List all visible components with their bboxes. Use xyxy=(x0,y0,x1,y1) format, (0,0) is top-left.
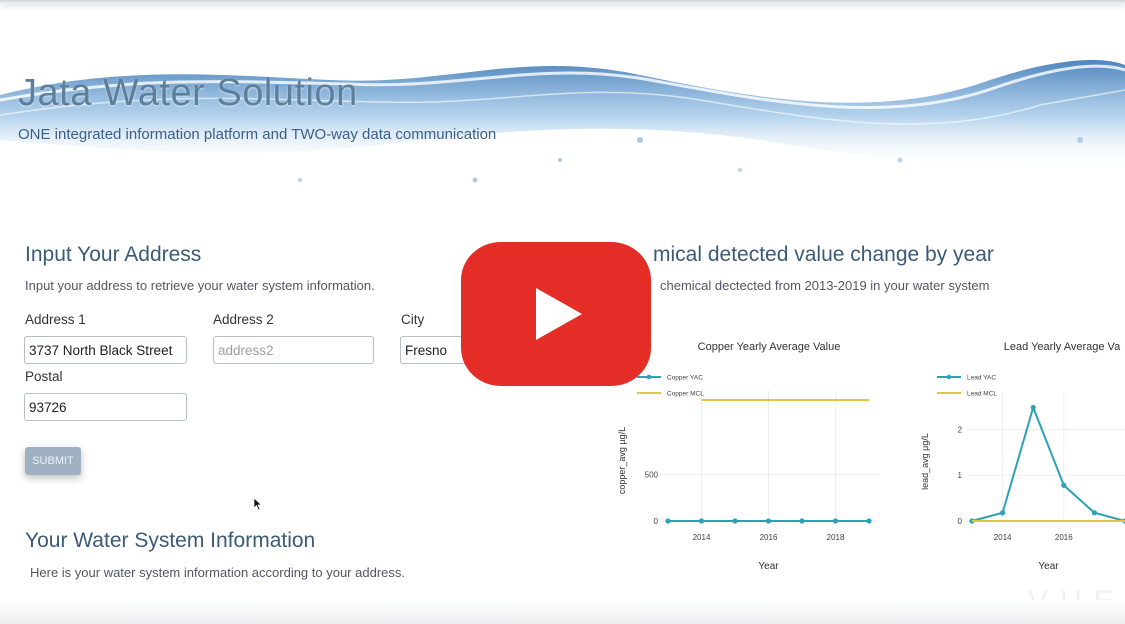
chart0-legend-label-0: Copper YAC xyxy=(667,375,703,382)
address2-label: Address 2 xyxy=(213,312,274,327)
chart1-data-point xyxy=(1030,404,1036,411)
chart0-data-point xyxy=(832,518,839,524)
water-system-heading: Your Water System Information xyxy=(25,529,316,552)
address2-input[interactable] xyxy=(213,336,374,364)
chart1-x-tick-label: 2014 xyxy=(994,533,1012,542)
chart1-x-tick-label: 2016 xyxy=(1055,533,1073,542)
chart0-x-tick-label: 2018 xyxy=(827,533,845,542)
video-play-button[interactable] xyxy=(461,242,651,386)
chart1-legend-label-1: Lead MCL xyxy=(967,391,997,398)
address1-input[interactable] xyxy=(24,336,187,364)
chart0-data-point xyxy=(732,518,738,524)
chart1-y-axis-label: lead_avg µg/L xyxy=(920,433,930,490)
address-form-description: Input your address to retrieve your wate… xyxy=(25,278,375,293)
chart0-x-tick-label: 2014 xyxy=(693,533,711,542)
address-form-heading: Input Your Address xyxy=(25,243,202,266)
water-system-description: Here is your water system information ac… xyxy=(30,565,405,580)
postal-input[interactable] xyxy=(24,393,187,421)
chart0-data-point xyxy=(765,518,772,524)
city-label: City xyxy=(401,312,425,327)
chart0-x-axis-label: Year xyxy=(758,561,779,572)
chart1-y-tick-label: 2 xyxy=(958,425,963,434)
chart0-data-point xyxy=(799,518,805,524)
chart0-legend-label-1: Copper MCL xyxy=(667,391,704,398)
water-wave-banner xyxy=(0,60,1125,183)
chart0-title: Copper Yearly Average Value xyxy=(698,341,841,353)
play-icon xyxy=(536,288,582,340)
chart0-legend-marker-0 xyxy=(646,374,652,380)
chart1-data-point xyxy=(1000,510,1006,516)
chart0-data-point xyxy=(698,518,705,524)
address1-label: Address 1 xyxy=(25,312,86,327)
chart1-title: Lead Yearly Average Va xyxy=(1004,341,1121,353)
chart0-y-axis-label: copper_avg µg/L xyxy=(617,427,627,494)
chart0-data-point xyxy=(866,518,872,524)
chart1-data-point xyxy=(1061,482,1067,488)
chart1-x-axis-label: Year xyxy=(1038,561,1059,572)
chart1-data-point xyxy=(1091,510,1097,516)
chemical-section-description: chemical dectected from 2013-2019 in you… xyxy=(660,278,990,293)
chart1-series-line-0 xyxy=(971,404,1125,522)
chart1-legend-marker-0 xyxy=(946,374,952,380)
copper-yearly-chart: Copper Yearly Average Value 2014 2016 2018 0… xyxy=(617,341,879,572)
bottom-fade xyxy=(0,600,1125,624)
top-bar xyxy=(0,0,1125,4)
chemical-section-heading: mical detected value change by year xyxy=(653,243,994,266)
lead-yearly-chart: Lead Yearly Average Va 2014 2016 0 1 2 Year lea… xyxy=(920,341,1125,572)
chart0-y-tick-label: 0 xyxy=(654,517,659,526)
chart1-y-tick-label: 0 xyxy=(958,517,963,526)
chart0-x-tick-label: 2016 xyxy=(760,533,778,542)
app-title: Jata Water Solution xyxy=(18,72,358,114)
app-subtitle: ONE integrated information platform and … xyxy=(18,126,497,143)
submit-button[interactable]: SUBMIT xyxy=(25,447,81,475)
chart0-y-tick-label: 500 xyxy=(645,470,659,479)
mouse-pointer-icon xyxy=(253,497,263,511)
chart1-legend-label-0: Lead YAC xyxy=(967,375,996,382)
chart1-y-tick-label: 1 xyxy=(958,471,963,480)
postal-label: Postal xyxy=(25,369,63,384)
chart0-data-point xyxy=(665,518,671,524)
